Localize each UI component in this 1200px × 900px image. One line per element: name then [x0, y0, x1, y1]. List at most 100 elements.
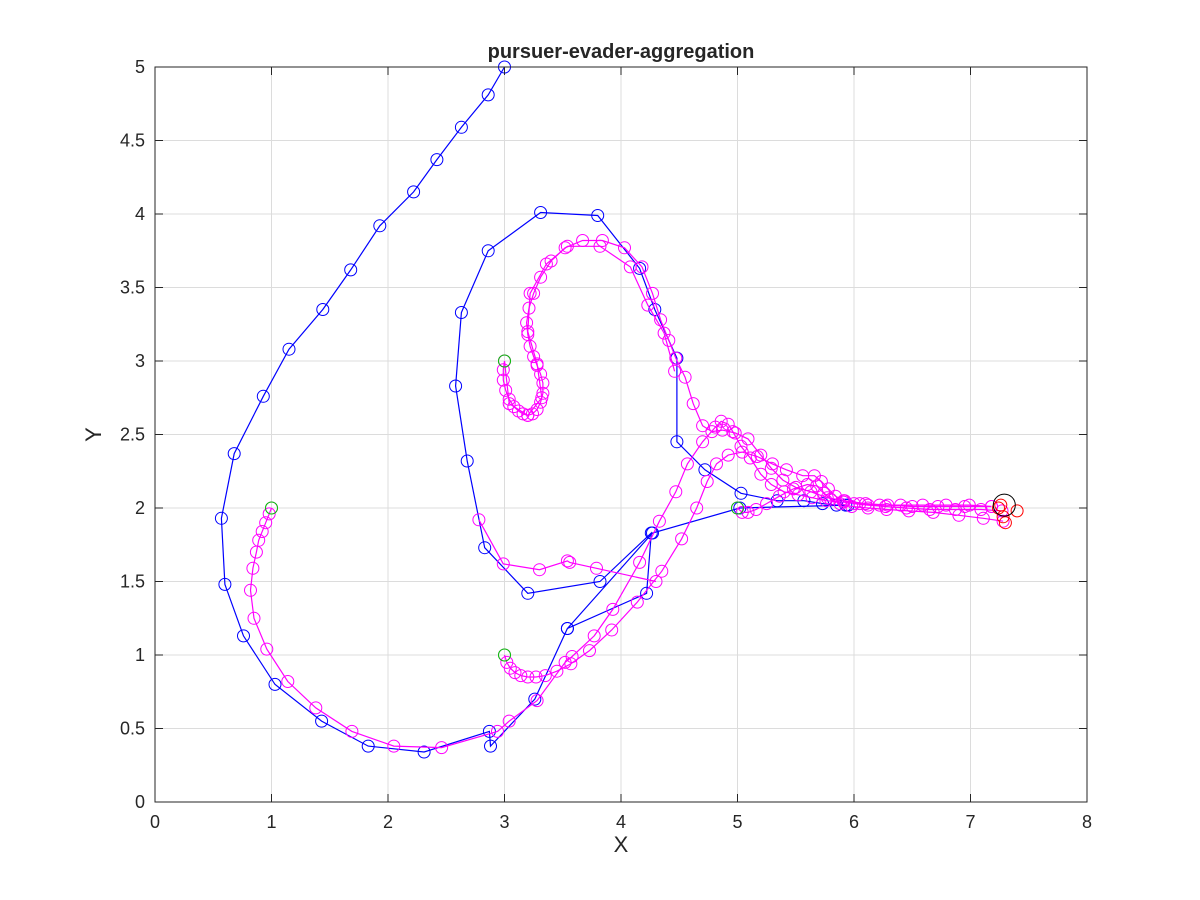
- data-point: [847, 497, 861, 511]
- series-3: [498, 445, 1009, 684]
- data-point: [460, 454, 474, 468]
- data-point: [454, 120, 468, 134]
- data-point: [535, 391, 549, 405]
- series-line: [478, 519, 657, 583]
- data-point: [764, 478, 778, 491]
- y-tick-label: 3: [135, 351, 145, 371]
- data-point: [641, 298, 655, 312]
- series-line: [220, 66, 849, 753]
- data-point: [256, 389, 270, 403]
- data-point: [560, 239, 574, 253]
- data-point: [649, 575, 663, 588]
- data-point: [523, 286, 537, 300]
- data-point: [587, 629, 601, 643]
- data-point: [996, 514, 1010, 528]
- data-point: [686, 397, 700, 411]
- data-point: [534, 206, 548, 219]
- data-point: [309, 701, 323, 715]
- data-point: [435, 741, 449, 755]
- data-point: [481, 88, 495, 102]
- data-point: [563, 555, 577, 569]
- data-point: [430, 153, 444, 167]
- data-point: [669, 351, 683, 365]
- data-point: [633, 555, 647, 569]
- data-point: [976, 511, 990, 525]
- data-point: [623, 260, 637, 274]
- data-point: [714, 414, 728, 428]
- data-point: [498, 648, 511, 662]
- axes-box: [154, 66, 1088, 803]
- data-point: [735, 445, 749, 459]
- data-point: [754, 467, 768, 481]
- data-point: [741, 432, 755, 446]
- data-point: [530, 694, 544, 708]
- y-tick-label: 0: [135, 792, 145, 812]
- data-point: [417, 745, 431, 759]
- series-line: [503, 245, 676, 417]
- data-point: [550, 664, 564, 678]
- data-point: [262, 507, 276, 521]
- x-axis-label: X: [614, 832, 629, 857]
- x-tick-label: 6: [849, 812, 859, 832]
- data-point: [640, 586, 654, 600]
- data-point: [764, 461, 778, 475]
- axes-layer: 0 1 2 3 4 5 6 7 8 0 0.5 1 1.5 2 2.5 3 3.5 4 4.5 5: [120, 57, 1092, 832]
- data-point: [593, 575, 607, 588]
- chart-title: pursuer-evader-aggregation: [488, 41, 755, 63]
- data-point: [680, 457, 694, 471]
- series-layer: [214, 60, 1024, 759]
- data-point: [760, 497, 774, 511]
- data-point: [880, 503, 894, 516]
- data-point: [503, 661, 517, 675]
- x-tick-label: 7: [965, 812, 975, 832]
- data-point: [861, 498, 875, 512]
- data-point: [387, 739, 401, 753]
- data-point: [810, 479, 824, 493]
- y-tick-label: 2: [135, 498, 145, 518]
- data-point: [779, 463, 793, 477]
- data-point: [800, 478, 814, 491]
- data-point: [528, 692, 542, 706]
- y-axis-label: Y: [81, 427, 106, 442]
- data-point: [536, 386, 550, 400]
- series-7: [265, 354, 744, 662]
- data-point: [655, 564, 669, 578]
- data-point: [696, 419, 710, 433]
- data-point: [750, 450, 764, 463]
- data-point: [521, 325, 535, 339]
- data-point: [630, 595, 644, 609]
- x-tick-label: 8: [1082, 812, 1092, 832]
- series-8: [992, 498, 1024, 530]
- series-9: [992, 493, 1016, 517]
- data-point: [926, 505, 940, 519]
- data-point: [481, 244, 495, 258]
- data-point: [595, 234, 609, 247]
- data-point: [536, 376, 550, 390]
- data-point: [484, 739, 497, 753]
- y-tick-label: 2.5: [120, 425, 145, 445]
- data-point: [668, 364, 682, 378]
- data-point: [558, 241, 572, 255]
- data-point: [996, 510, 1010, 524]
- data-point: [700, 475, 714, 488]
- data-point: [923, 503, 937, 516]
- data-point: [998, 516, 1012, 530]
- data-point: [539, 257, 553, 271]
- data-point: [344, 263, 358, 277]
- data-point: [246, 561, 260, 575]
- y-tick-label: 4.5: [120, 131, 145, 151]
- x-tick-label: 2: [383, 812, 393, 832]
- data-point: [496, 373, 510, 387]
- data-point: [514, 669, 528, 683]
- data-point: [696, 435, 710, 449]
- data-point: [952, 508, 966, 522]
- y-tick-label: 1: [135, 645, 145, 665]
- data-point: [721, 448, 735, 462]
- data-point: [533, 563, 546, 577]
- data-point: [606, 602, 620, 616]
- data-point: [881, 498, 895, 512]
- data-point: [520, 316, 534, 330]
- data-point: [633, 261, 647, 275]
